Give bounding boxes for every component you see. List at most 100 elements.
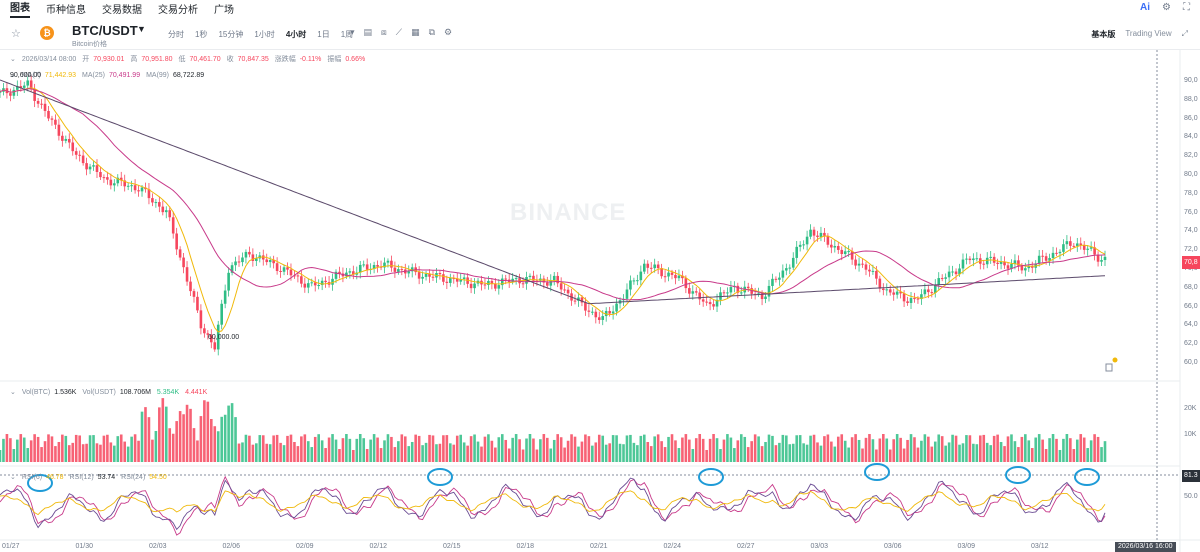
volume-bar	[16, 439, 19, 462]
volume-bar	[528, 434, 532, 462]
collapse-chevron-icon[interactable]: ⌄	[10, 56, 16, 63]
settings-icon[interactable]: ⚙	[1162, 2, 1171, 13]
rsi-highlight-circle	[1074, 468, 1100, 486]
favorite-star-icon[interactable]: ☆	[11, 28, 21, 40]
volume-bar	[632, 442, 636, 462]
rsi24-value: 54.50	[149, 474, 167, 481]
volume-bar	[920, 440, 923, 462]
volume-bar	[102, 435, 106, 462]
volume-bar	[760, 446, 764, 462]
candle-body	[1030, 265, 1034, 268]
expand-chart-icon[interactable]: ⤢	[1181, 29, 1188, 38]
crosshair-time-label: 2026/03/16 16:00	[1115, 542, 1176, 552]
volume-bar	[147, 417, 151, 462]
candle-body	[324, 280, 327, 283]
volume-bar	[927, 436, 930, 462]
interval-15m[interactable]: 15分钟	[218, 30, 244, 39]
layout-icon[interactable]: ▦	[411, 27, 420, 37]
volume-bar	[875, 449, 878, 462]
ai-button[interactable]: Ai	[1140, 2, 1151, 13]
volume-bar	[92, 435, 95, 462]
volume-bar	[459, 434, 463, 462]
volume-bar	[500, 434, 504, 462]
candle-body	[681, 275, 684, 279]
volume-bar	[300, 436, 303, 462]
expand-icon[interactable]: ⛶	[1183, 2, 1190, 13]
volume-bar	[888, 449, 892, 462]
volume-bar	[289, 434, 293, 462]
volume-bar	[601, 435, 605, 462]
volume-bar	[1096, 436, 1100, 462]
volume-bar	[341, 438, 345, 462]
candle-body	[171, 217, 175, 234]
binance-watermark: BINANCE	[510, 199, 627, 226]
candle-body	[708, 302, 712, 305]
candle-body	[362, 264, 366, 266]
volume-bar	[996, 434, 999, 462]
ma-chevron-icon[interactable]: ⌄	[10, 72, 16, 79]
candle-body	[487, 280, 490, 285]
vol-usdt-value: 108.706M	[119, 389, 151, 396]
indicators-icon[interactable]: ⧈	[381, 27, 387, 37]
candle-body	[677, 275, 681, 279]
volume-bar	[95, 443, 99, 462]
interval-1s[interactable]: 1秒	[195, 30, 208, 39]
more-settings-icon[interactable]: ⚙	[444, 27, 453, 37]
volume-bar	[26, 448, 30, 462]
interval-time[interactable]: 分时	[168, 30, 184, 39]
interval-1h[interactable]: 1小时	[254, 30, 275, 39]
volume-bar	[833, 446, 837, 462]
volume-bar	[241, 442, 244, 462]
candle-body	[930, 292, 934, 294]
volume-bar	[303, 434, 307, 462]
volume-bar	[771, 435, 774, 462]
volume-bar	[850, 437, 854, 462]
candle-body	[927, 289, 930, 293]
volume-bar	[622, 444, 625, 462]
depth-icon[interactable]: ⧉	[428, 27, 436, 37]
candle-body	[282, 267, 286, 272]
rsi-chevron-icon[interactable]: ⌄	[10, 474, 16, 481]
tab-chart[interactable]: 图表	[10, 0, 30, 18]
tab-trading-analysis[interactable]: 交易分析	[158, 5, 198, 16]
ma7-value: 71,442.93	[44, 72, 77, 79]
volume-bar	[847, 447, 850, 462]
volume-bar	[220, 416, 223, 462]
caret-down-icon[interactable]: ▼	[137, 24, 146, 34]
volume-bar	[577, 446, 580, 462]
volume-bar	[1051, 434, 1055, 462]
chart-settings-icon[interactable]: ▤	[363, 27, 373, 37]
tab-square[interactable]: 广场	[214, 5, 234, 16]
view-basic[interactable]: 基本版	[1091, 30, 1116, 39]
volume-bar	[268, 444, 272, 462]
volume-chevron-icon[interactable]: ⌄	[10, 389, 16, 396]
view-tradingview[interactable]: Trading View	[1125, 29, 1172, 38]
volume-bar	[1089, 440, 1093, 462]
interval-1d[interactable]: 1日	[317, 30, 330, 39]
volume-bar	[861, 448, 864, 462]
volume-bar	[767, 434, 771, 462]
interval-1w[interactable]: 1周	[340, 30, 354, 39]
candle-body	[428, 273, 431, 277]
volume-bar	[310, 447, 314, 462]
high-label: 高	[130, 56, 138, 63]
candle-body	[421, 276, 424, 279]
candle-body	[712, 304, 715, 307]
candle-body	[577, 297, 580, 301]
volume-bar	[265, 443, 269, 462]
tab-coin-info[interactable]: 币种信息	[46, 5, 86, 16]
candle-body	[137, 190, 140, 192]
volume-bar	[1010, 434, 1013, 462]
candle-body	[639, 271, 643, 281]
tab-trading-data[interactable]: 交易数据	[102, 5, 142, 16]
candle-body	[542, 278, 546, 283]
drawing-tools-icon[interactable]: ⟋	[395, 27, 403, 37]
candle-body	[116, 177, 120, 184]
candle-body	[81, 155, 85, 164]
symbol-selector[interactable]: BTC/USDT	[72, 23, 138, 38]
more-intervals-icon[interactable]: ▾	[350, 27, 355, 37]
vol-btc-label: Vol(BTC)	[21, 389, 51, 396]
volume-bar	[625, 435, 629, 462]
interval-4h[interactable]: 4小时	[285, 30, 307, 39]
